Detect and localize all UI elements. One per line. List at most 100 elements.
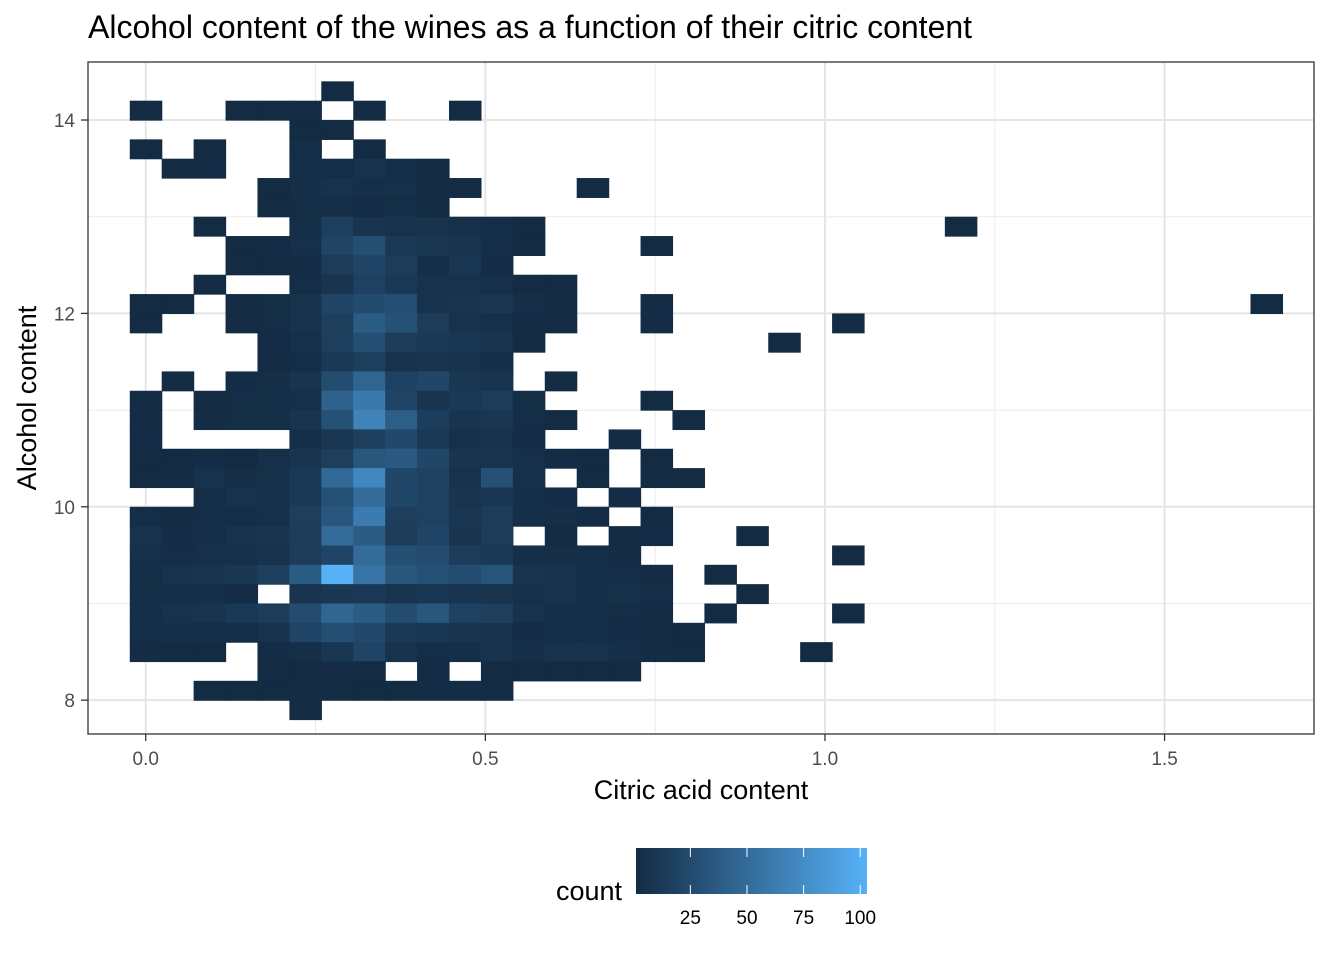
heatmap-cell <box>257 506 290 527</box>
heatmap-cell <box>353 294 386 314</box>
heatmap-cell <box>129 390 163 411</box>
x-axis-title: Citric acid content <box>594 775 809 805</box>
heatmap-cell <box>576 564 610 585</box>
heatmap-cell <box>353 429 386 450</box>
heatmap-cell <box>640 294 674 314</box>
heatmap-cell <box>257 448 290 469</box>
heatmap-cell <box>353 410 386 431</box>
heatmap-cell <box>385 526 418 547</box>
heatmap-cell <box>289 506 322 527</box>
heatmap-cell <box>544 371 578 392</box>
heatmap-cell <box>480 352 514 373</box>
heatmap-cell <box>640 603 674 624</box>
heatmap-cell <box>321 429 354 450</box>
heatmap-cell <box>257 642 290 663</box>
heatmap-cell <box>321 197 354 218</box>
heatmap-cell <box>544 622 578 643</box>
heatmap-cell <box>353 332 386 353</box>
heatmap-cell <box>193 216 227 237</box>
heatmap-cell <box>608 584 642 605</box>
heatmap-cell <box>161 622 195 643</box>
heatmap-cell <box>385 313 418 334</box>
heatmap-cell <box>544 506 578 527</box>
heatmap-cell <box>640 506 674 527</box>
heatmap-cell <box>289 700 322 721</box>
heatmap-cell <box>385 390 418 411</box>
heatmap-cell <box>512 661 546 682</box>
heatmap-cell <box>289 216 322 237</box>
heatmap-cell <box>417 622 450 643</box>
chart-title: Alcohol content of the wines as a functi… <box>88 9 972 45</box>
heatmap-cell <box>289 236 322 256</box>
heatmap-cell <box>353 622 386 643</box>
heatmap-cell <box>289 448 322 469</box>
heatmap-cell <box>193 487 227 508</box>
heatmap-cell <box>161 526 195 547</box>
heatmap-cell <box>257 313 290 334</box>
heatmap-cell <box>704 603 737 624</box>
heatmap-cell <box>289 294 322 314</box>
heatmap-cell <box>449 448 482 469</box>
heatmap-cell <box>385 197 418 218</box>
heatmap-cell <box>544 661 578 682</box>
heatmap-cell <box>129 313 163 334</box>
heatmap-cell <box>449 100 482 121</box>
heatmap-cell <box>225 255 259 276</box>
heatmap-cell <box>480 236 514 256</box>
heatmap-cell <box>449 390 482 411</box>
heatmap-cell <box>480 410 514 431</box>
x-tick-label: 0.5 <box>472 749 498 770</box>
heatmap-cell <box>449 429 482 450</box>
heatmap-cell <box>289 468 322 489</box>
x-tick-label: 1.0 <box>812 749 838 770</box>
heatmap-cell <box>640 390 674 411</box>
heatmap-cell <box>449 506 482 527</box>
heatmap-cell <box>417 564 450 585</box>
heatmap-cell <box>512 506 546 527</box>
heatmap-cell <box>321 390 354 411</box>
heatmap-cell <box>385 622 418 643</box>
heatmap-cell <box>576 506 610 527</box>
heatmap-cell <box>161 603 195 624</box>
heatmap-cell <box>353 352 386 373</box>
heatmap-cell <box>800 642 833 663</box>
heatmap-cell <box>129 526 163 547</box>
heatmap-cell <box>353 371 386 392</box>
heatmap-cell <box>449 410 482 431</box>
heatmap-cell <box>417 178 450 198</box>
heatmap-cell <box>480 371 514 392</box>
heatmap-cell <box>321 236 354 256</box>
heatmap-cell <box>353 178 386 198</box>
heatmap-cell <box>832 545 865 566</box>
heatmap-cell <box>225 390 259 411</box>
heatmap-cell <box>225 448 259 469</box>
heatmap-cell <box>480 642 514 663</box>
heatmap-cell <box>672 410 705 431</box>
y-tick-label: 12 <box>54 304 75 325</box>
heatmap-cell <box>289 313 322 334</box>
heatmap-cell <box>385 178 418 198</box>
heatmap-cell <box>161 448 195 469</box>
heatmap-cell <box>225 584 259 605</box>
heatmap-cell <box>417 313 450 334</box>
heatmap-cell <box>385 255 418 276</box>
heatmap-cell <box>193 274 227 295</box>
heatmap-cell <box>225 294 259 314</box>
heatmap-cell <box>544 545 578 566</box>
heatmap-cell <box>576 448 610 469</box>
heatmap-cell <box>480 680 514 701</box>
heatmap-cell <box>225 371 259 392</box>
heatmap-cell <box>321 661 354 682</box>
heatmap-cell <box>385 371 418 392</box>
heatmap-cell <box>480 545 514 566</box>
heatmap-cell <box>353 100 386 121</box>
heatmap-cell <box>512 313 546 334</box>
heatmap-cell <box>321 274 354 295</box>
heatmap-cell <box>417 390 450 411</box>
heatmap-cell <box>576 622 610 643</box>
heatmap-cell <box>544 448 578 469</box>
heatmap-cell <box>417 352 450 373</box>
heatmap-cell <box>640 584 674 605</box>
heatmap-cell <box>736 526 769 547</box>
